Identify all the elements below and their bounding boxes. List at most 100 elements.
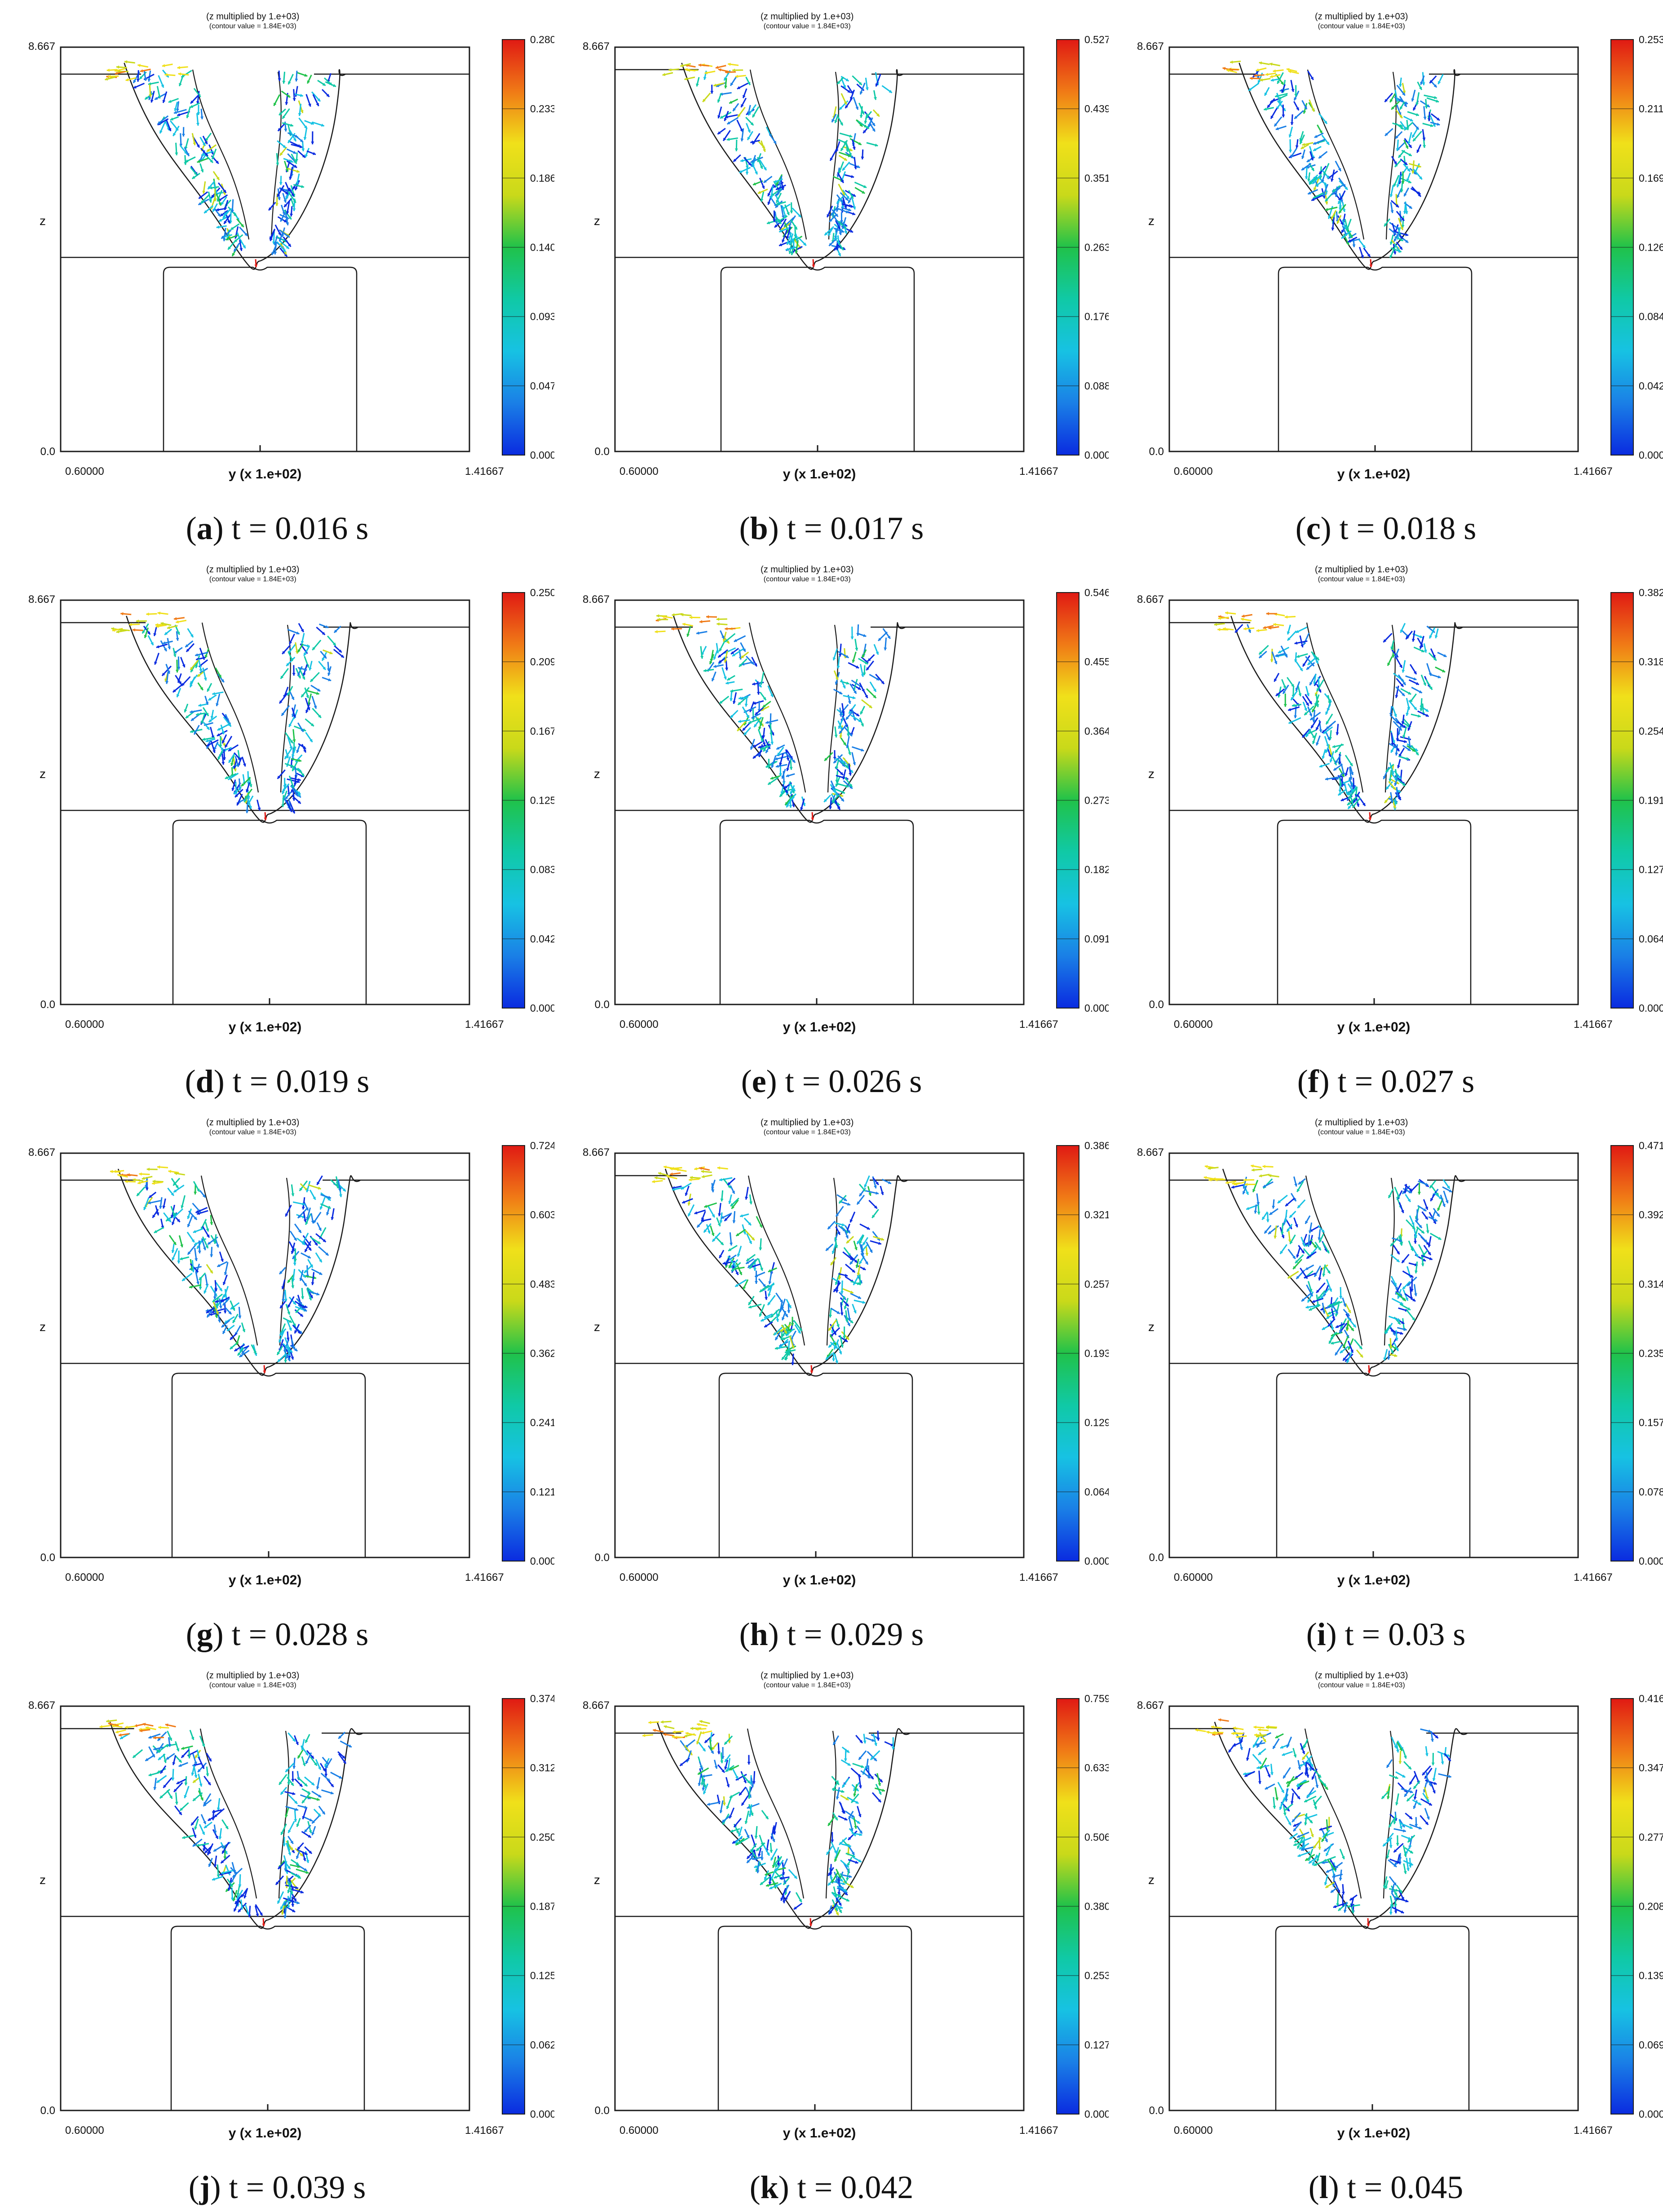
velocity-arrow [786, 797, 793, 808]
velocity-arrow [254, 1905, 259, 1917]
velocity-arrow [711, 671, 717, 681]
velocity-arrow [697, 1767, 709, 1775]
velocity-arrow [847, 1307, 851, 1321]
velocity-arrow [745, 76, 751, 85]
z-min-tick: 0.0 [595, 2105, 610, 2117]
velocity-arrow [857, 1806, 862, 1818]
velocity-arrow [206, 1307, 215, 1314]
velocity-arrow [1409, 693, 1417, 703]
velocity-arrow [1309, 1304, 1321, 1311]
velocity-arrow [706, 1224, 711, 1234]
velocity-arrow [795, 1892, 802, 1902]
velocity-arrow [715, 1236, 724, 1246]
velocity-arrow [717, 1743, 721, 1754]
velocity-arrow [323, 649, 333, 655]
velocity-arrow [257, 799, 261, 811]
velocity-arrow [288, 775, 295, 789]
velocity-arrow [846, 1236, 854, 1244]
velocity-vectors [642, 1720, 895, 1927]
velocity-arrow [773, 210, 776, 222]
panel-f-plot: (z multiplied by 1.e+03)(contour value =… [1137, 565, 1663, 1035]
velocity-arrow [1388, 1315, 1401, 1321]
velocity-arrow [278, 1330, 285, 1343]
panel-l: (z multiplied by 1.e+03) (contour value =… [1109, 1659, 1663, 2212]
velocity-arrow [221, 1296, 230, 1303]
velocity-arrow [710, 1225, 715, 1236]
pool-outline-right [817, 69, 903, 262]
velocity-arrow [774, 178, 783, 183]
velocity-arrow [172, 683, 183, 693]
velocity-arrow [642, 1734, 654, 1737]
velocity-arrow [304, 1275, 317, 1279]
velocity-arrow [1393, 1341, 1399, 1352]
velocity-arrow [848, 1859, 858, 1864]
velocity-arrow [1252, 1168, 1263, 1172]
velocity-arrow [714, 1760, 718, 1769]
panel-time: t = 0.017 s [787, 510, 924, 546]
velocity-arrow [289, 130, 297, 142]
velocity-arrow [712, 1232, 721, 1242]
velocity-arrow [289, 167, 293, 180]
velocity-arrow [775, 184, 786, 190]
velocity-arrow [849, 1255, 858, 1263]
velocity-arrow [1308, 1849, 1314, 1861]
keyhole-wall-left [1307, 69, 1365, 240]
velocity-arrow [234, 752, 242, 761]
velocity-arrow [1405, 1845, 1412, 1855]
velocity-arrow [791, 1317, 794, 1326]
velocity-arrow [684, 1745, 693, 1756]
velocity-arrow [837, 650, 849, 659]
velocity-arrow [1298, 1245, 1305, 1254]
colorbar-tick-label: 0.250 [530, 1831, 554, 1843]
velocity-arrow [204, 133, 212, 142]
velocity-arrow [240, 777, 251, 787]
y-min-tick: 0.60000 [619, 1018, 659, 1031]
velocity-arrow [1347, 1340, 1354, 1353]
velocity-arrow [1287, 706, 1300, 712]
velocity-arrow [833, 227, 845, 233]
velocity-arrow [854, 181, 867, 189]
velocity-arrow [282, 71, 286, 84]
velocity-arrow [271, 244, 277, 256]
velocity-arrow [192, 1792, 203, 1802]
velocity-arrow [1388, 1817, 1396, 1828]
velocity-arrow [841, 703, 845, 715]
velocity-arrow [307, 1259, 314, 1268]
colorbar-tick-label: 0.208 [1639, 1901, 1663, 1912]
velocity-arrow [229, 1333, 237, 1340]
velocity-arrow [184, 703, 189, 713]
velocity-arrow [1332, 744, 1344, 748]
velocity-arrow [830, 205, 839, 216]
velocity-arrow [1355, 794, 1360, 807]
velocity-arrow [1233, 1726, 1244, 1730]
velocity-arrow [174, 1755, 182, 1763]
velocity-arrow [296, 72, 308, 77]
velocity-arrow [106, 1719, 117, 1723]
velocity-arrow [1231, 1184, 1244, 1189]
velocity-arrow [770, 186, 774, 199]
velocity-arrow [771, 755, 777, 768]
colorbar-tick-label: 0.392 [1639, 1209, 1663, 1221]
velocity-arrow [1442, 1186, 1452, 1193]
velocity-arrow [1273, 1797, 1276, 1809]
velocity-arrow [227, 241, 235, 250]
velocity-arrow [293, 184, 305, 188]
velocity-arrow [286, 656, 296, 667]
velocity-arrow [184, 155, 187, 165]
velocity-arrow [200, 1814, 207, 1825]
velocity-arrow [212, 1876, 224, 1881]
velocity-arrow [1286, 1736, 1292, 1748]
velocity-arrow [666, 1175, 677, 1180]
velocity-arrow [154, 1226, 164, 1234]
velocity-arrow [1402, 1270, 1414, 1279]
velocity-arrow [699, 1167, 710, 1171]
pool-outline-left [681, 62, 818, 270]
velocity-arrow [318, 1805, 326, 1815]
velocity-arrow [338, 1753, 347, 1764]
velocity-arrow [277, 216, 287, 223]
velocity-arrow [839, 1837, 847, 1845]
velocity-arrow [743, 1217, 752, 1226]
velocity-arrow [853, 1240, 858, 1251]
velocity-arrow [780, 781, 785, 795]
velocity-arrow [181, 676, 191, 686]
